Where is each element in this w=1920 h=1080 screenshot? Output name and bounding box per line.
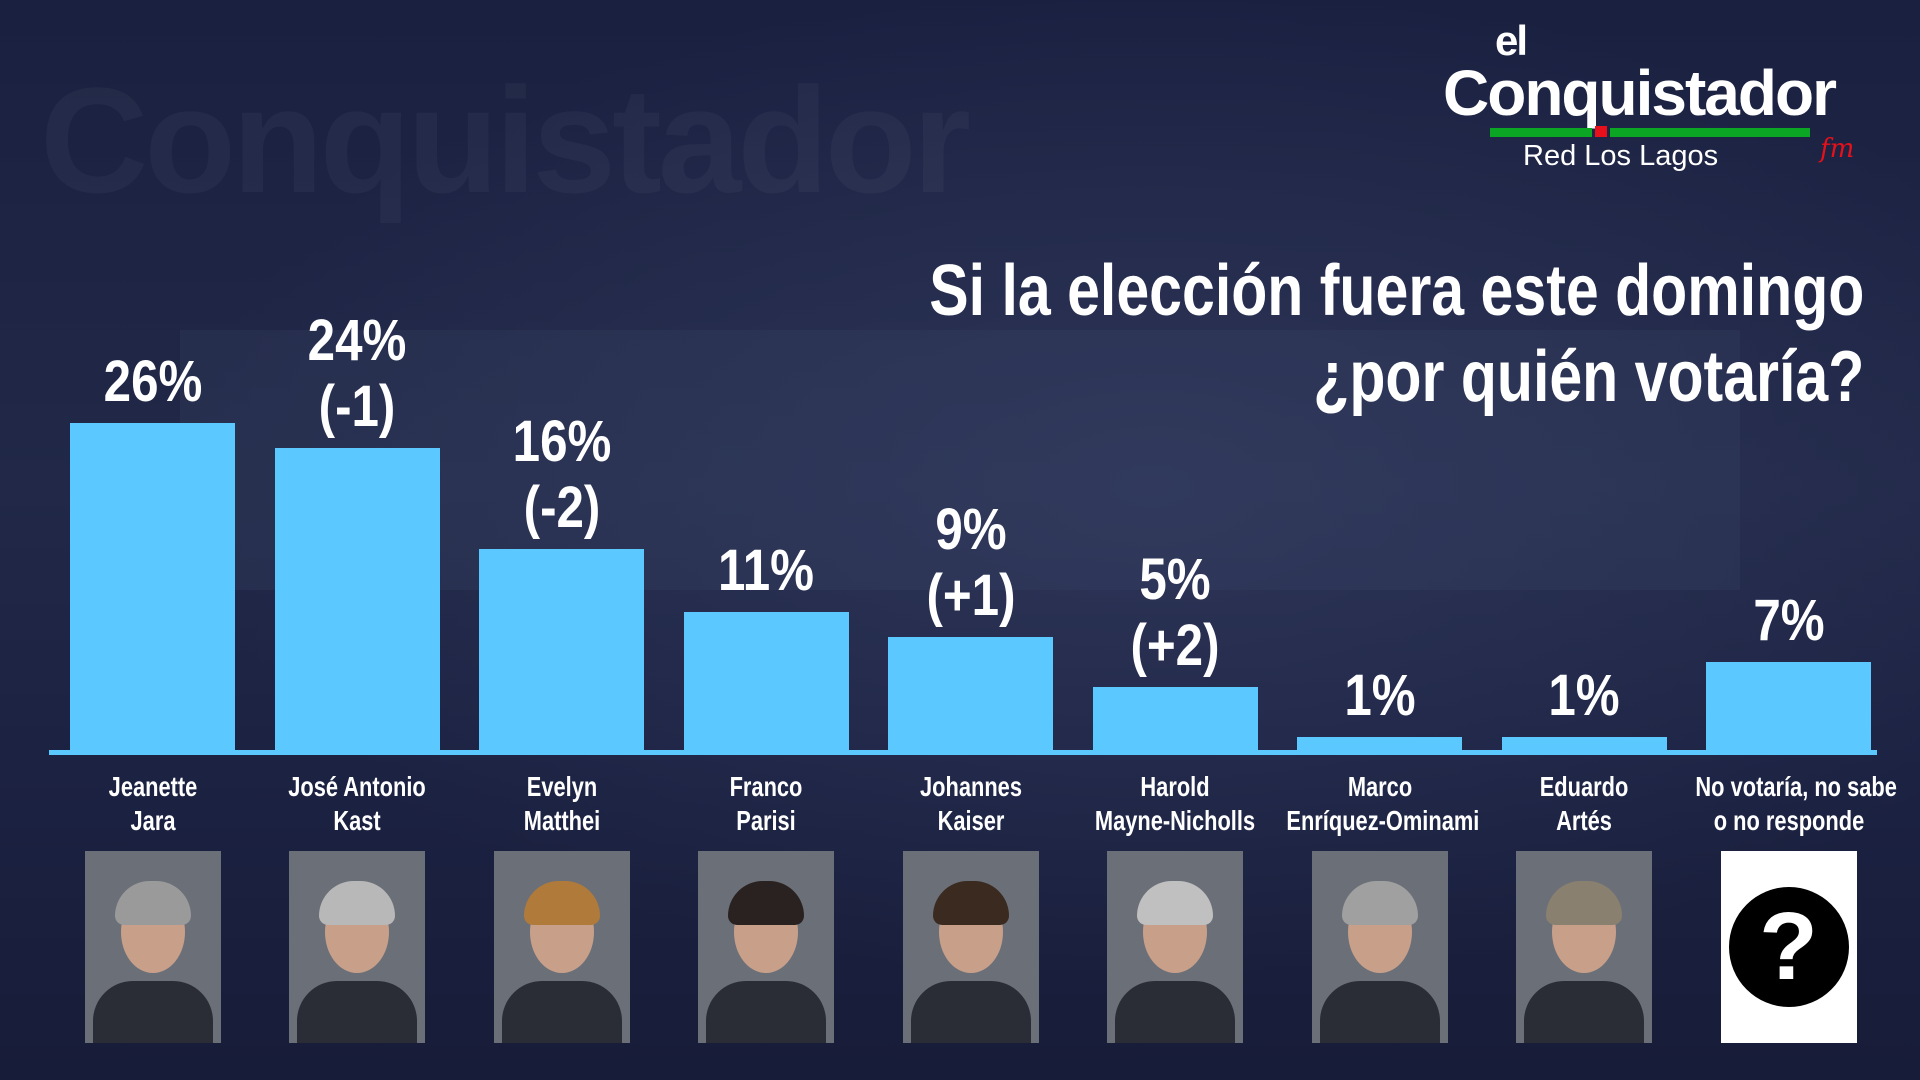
category-label-line: Jara bbox=[130, 805, 175, 836]
bar-3 bbox=[479, 548, 644, 750]
percent-label: 11% bbox=[718, 537, 814, 603]
change-label: (+1) bbox=[925, 562, 1016, 628]
logo-fm: fm bbox=[1820, 134, 1855, 164]
category-label: Harold Mayne-Nicholls bbox=[1081, 770, 1268, 838]
torso bbox=[501, 981, 622, 1043]
category-label-line: Parisi bbox=[736, 805, 796, 836]
bar-2 bbox=[274, 448, 440, 750]
torso bbox=[92, 981, 213, 1043]
bar-4 bbox=[683, 611, 849, 750]
data-label: 26% bbox=[51, 349, 255, 415]
torso bbox=[1115, 981, 1235, 1043]
candidate-photo bbox=[1311, 851, 1448, 1043]
category-label-line: Marco bbox=[1347, 771, 1412, 802]
category-label-line: Matthei bbox=[523, 805, 600, 836]
data-label: 24% (-1) bbox=[255, 308, 459, 440]
candidate-photo bbox=[289, 851, 425, 1043]
percent-label: 24% bbox=[307, 308, 407, 374]
category-label: Franco Parisi bbox=[672, 770, 859, 838]
category-label-line: Jeanette bbox=[108, 771, 197, 802]
data-label: 7% bbox=[1687, 588, 1891, 654]
torso bbox=[1524, 981, 1644, 1043]
candidate-photo bbox=[84, 851, 221, 1043]
data-label: 5% (+2) bbox=[1073, 547, 1277, 679]
bar-5 bbox=[888, 636, 1053, 750]
data-label: 1% bbox=[1278, 663, 1482, 729]
category-label-line: Artés bbox=[1556, 805, 1612, 836]
bar-8 bbox=[1501, 737, 1667, 750]
bar-1 bbox=[70, 423, 235, 750]
percent-label: 9% bbox=[934, 496, 1007, 562]
logo-subtitle: Red Los Lagos bbox=[1523, 140, 1719, 172]
percent-label: 5% bbox=[1139, 547, 1211, 613]
title-line-1: Si la elección fuera este domingo bbox=[928, 251, 1864, 331]
torso bbox=[910, 981, 1031, 1043]
category-label: No votaría, no sabe o no responde bbox=[1694, 770, 1897, 838]
category-label: José Antonio Kast bbox=[263, 770, 450, 838]
category-label-line: No votaría, no sabe bbox=[1694, 771, 1897, 802]
hair bbox=[319, 881, 395, 925]
logo-el: el bbox=[1495, 17, 1528, 64]
hair bbox=[1137, 881, 1213, 925]
category-label-line: Eduardo bbox=[1539, 771, 1629, 802]
torso bbox=[706, 981, 826, 1043]
torso bbox=[1319, 981, 1440, 1043]
watermark-logo: Conquistador bbox=[40, 60, 971, 220]
hair bbox=[1341, 881, 1418, 925]
data-label: 9% (+1) bbox=[869, 497, 1073, 629]
logo-stripe-red bbox=[1595, 126, 1607, 137]
percent-label: 1% bbox=[1548, 663, 1620, 729]
candidate-photo bbox=[698, 851, 834, 1043]
logo-conquistador: Conquistador bbox=[1443, 57, 1837, 129]
category-label-line: Harold bbox=[1140, 771, 1210, 802]
category-label-line: Franco bbox=[729, 771, 803, 802]
category-label-line: Enríquez-Ominami bbox=[1285, 805, 1479, 836]
brand-logo: el Conquistador Red Los Lagos fm bbox=[1440, 17, 1880, 182]
category-label: Johannes Kaiser bbox=[877, 770, 1064, 838]
candidate-photo bbox=[902, 851, 1039, 1043]
hair bbox=[728, 881, 804, 925]
logo-stripe bbox=[1610, 128, 1810, 137]
logo-stripe bbox=[1490, 128, 1592, 137]
data-label: 1% bbox=[1482, 663, 1686, 729]
category-label-line: José Antonio bbox=[288, 771, 426, 802]
percent-label: 1% bbox=[1343, 663, 1416, 729]
hair bbox=[523, 881, 600, 925]
change-label: (-1) bbox=[318, 374, 396, 440]
category-label: Marco Enríquez-Ominami bbox=[1285, 770, 1479, 838]
category-label-line: Evelyn bbox=[526, 771, 597, 802]
bar-9 bbox=[1706, 661, 1871, 750]
category-label-line: Kaiser bbox=[937, 805, 1004, 836]
data-label: 16% (-2) bbox=[460, 409, 664, 541]
unknown-placeholder: ? bbox=[1720, 851, 1857, 1043]
category-label: Eduardo Artés bbox=[1490, 770, 1677, 838]
change-label: (+2) bbox=[1130, 613, 1220, 679]
hair bbox=[932, 881, 1009, 925]
candidate-photo bbox=[1107, 851, 1243, 1043]
change-label: (-2) bbox=[523, 474, 600, 540]
chart-title: Si la elección fuera este domingo ¿por q… bbox=[929, 248, 1864, 420]
torso bbox=[297, 981, 417, 1043]
category-label: Evelyn Matthei bbox=[468, 770, 655, 838]
title-line-2: ¿por quién votaría? bbox=[1312, 337, 1864, 417]
candidate-photo bbox=[1516, 851, 1652, 1043]
hair bbox=[1546, 881, 1622, 925]
question-mark-icon: ? bbox=[1728, 887, 1849, 1007]
x-axis-line bbox=[49, 750, 1877, 755]
percent-label: 7% bbox=[1752, 587, 1825, 653]
bar-6 bbox=[1092, 687, 1258, 750]
category-label-line: o no responde bbox=[1713, 805, 1864, 836]
bar-7 bbox=[1297, 737, 1462, 750]
category-label-line: Mayne-Nicholls bbox=[1094, 805, 1256, 836]
candidate-photo bbox=[493, 851, 630, 1043]
category-label: Jeanette Jara bbox=[59, 770, 246, 838]
building-silhouette bbox=[180, 330, 1740, 590]
category-label-line: Kast bbox=[333, 805, 381, 836]
hair bbox=[114, 881, 191, 925]
category-label-line: Johannes bbox=[919, 771, 1022, 802]
data-label: 11% bbox=[664, 538, 868, 604]
percent-label: 16% bbox=[512, 408, 611, 474]
percent-label: 26% bbox=[103, 349, 202, 414]
